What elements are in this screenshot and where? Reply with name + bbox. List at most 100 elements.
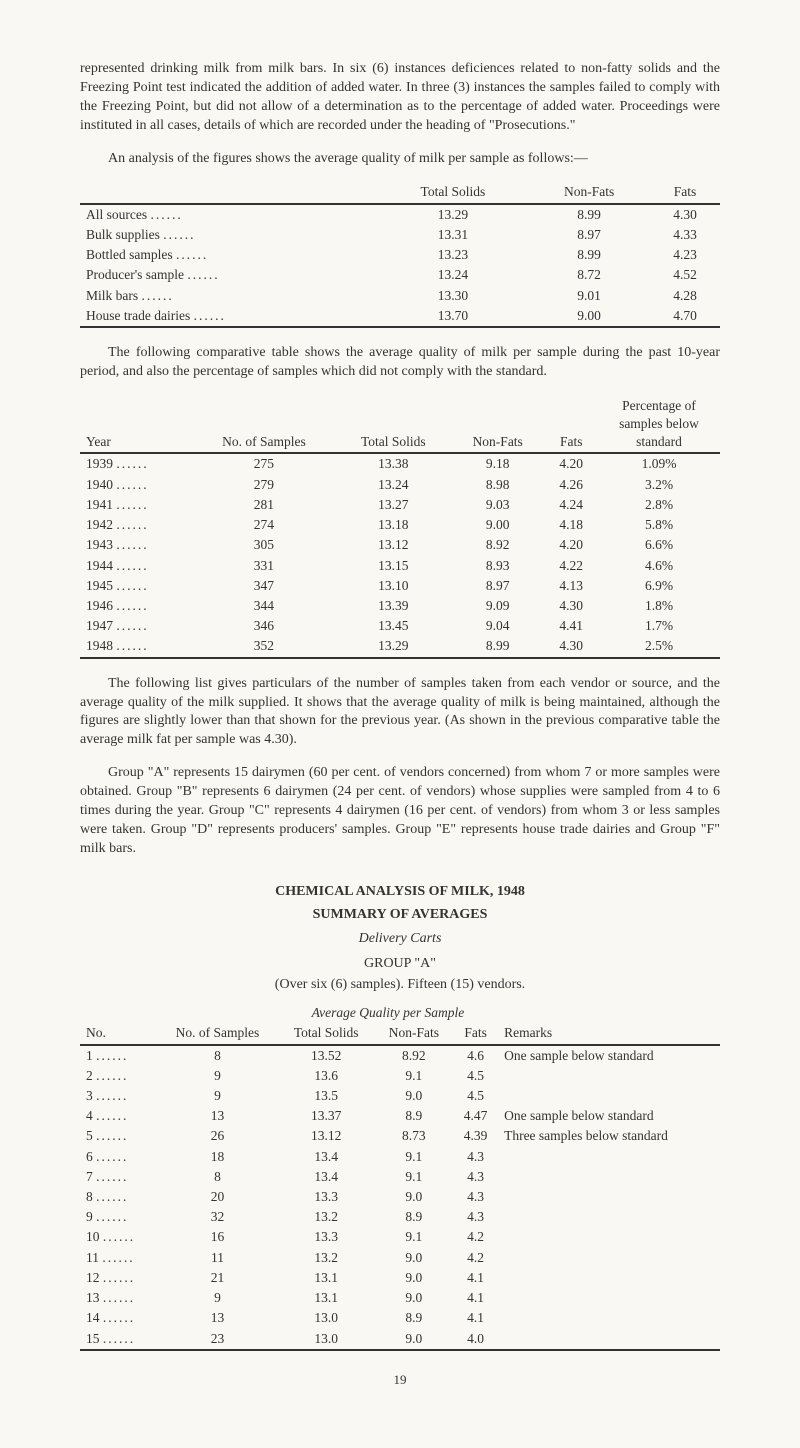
remarks-cell: [498, 1167, 720, 1187]
table-row: 1947 ......34613.459.044.411.7%: [80, 616, 720, 636]
cell: 279: [192, 475, 336, 495]
cell: 4.6%: [598, 556, 720, 576]
cell: 9.0: [375, 1248, 454, 1268]
cell: 13.1: [278, 1288, 375, 1308]
cell: 346: [192, 616, 336, 636]
remarks-cell: [498, 1308, 720, 1328]
cell: 331: [192, 556, 336, 576]
col-header: Fats: [544, 396, 598, 454]
cell: 4.52: [650, 265, 720, 285]
cell: 13.37: [278, 1106, 375, 1126]
cell: 13.27: [336, 495, 451, 515]
no-cell: 8 ......: [80, 1187, 157, 1207]
cell: 13.30: [378, 286, 528, 306]
year-cell: 1948 ......: [80, 636, 192, 657]
cell: 9.1: [375, 1227, 454, 1247]
col-header: No. of Samples: [157, 1023, 278, 1044]
cell: 3.2%: [598, 475, 720, 495]
cell: 6.6%: [598, 535, 720, 555]
cell: 9.0: [375, 1329, 454, 1350]
table-row: 1942 ......27413.189.004.185.8%: [80, 515, 720, 535]
cell: 9: [157, 1288, 278, 1308]
cell: 9: [157, 1086, 278, 1106]
table-row: 14 ......1313.08.94.1: [80, 1308, 720, 1328]
table-row: 4 ......1313.378.94.47One sample below s…: [80, 1106, 720, 1126]
cell: 4.47: [453, 1106, 498, 1126]
cell: 4.3: [453, 1147, 498, 1167]
cell: 8: [157, 1045, 278, 1066]
cell: 6.9%: [598, 576, 720, 596]
table-row: 1944 ......33113.158.934.224.6%: [80, 556, 720, 576]
cell: 8.9: [375, 1308, 454, 1328]
no-cell: 12 ......: [80, 1268, 157, 1288]
col-header: Non-Fats: [528, 182, 650, 203]
cell: 13.0: [278, 1308, 375, 1328]
cell: 4.3: [453, 1187, 498, 1207]
cell: 4.1: [453, 1288, 498, 1308]
cell: 13.5: [278, 1086, 375, 1106]
cell: 13.38: [336, 453, 451, 474]
row-label: Milk bars ......: [80, 286, 378, 306]
table-row: Bottled samples ......13.238.994.23: [80, 245, 720, 265]
cell: 274: [192, 515, 336, 535]
cell: 13.23: [378, 245, 528, 265]
cell: 2.5%: [598, 636, 720, 657]
cell: 9: [157, 1066, 278, 1086]
row-label: Bulk supplies ......: [80, 225, 378, 245]
cell: 8.72: [528, 265, 650, 285]
remarks-cell: [498, 1227, 720, 1247]
remarks-cell: [498, 1147, 720, 1167]
no-cell: 1 ......: [80, 1045, 157, 1066]
cell: 13.24: [336, 475, 451, 495]
cell: 5.8%: [598, 515, 720, 535]
col-header: Total Solids: [278, 1023, 375, 1044]
no-cell: 5 ......: [80, 1126, 157, 1146]
col-header: Fats: [650, 182, 720, 203]
cell: 13.29: [378, 204, 528, 225]
year-cell: 1945 ......: [80, 576, 192, 596]
cell: 4.3: [453, 1207, 498, 1227]
cell: 352: [192, 636, 336, 657]
cell: 9.01: [528, 286, 650, 306]
cell: 13: [157, 1106, 278, 1126]
cell: 4.30: [650, 204, 720, 225]
page-number: 19: [80, 1371, 720, 1389]
remarks-cell: One sample below standard: [498, 1106, 720, 1126]
cell: 1.8%: [598, 596, 720, 616]
cell: 9.09: [451, 596, 545, 616]
cell: 13.3: [278, 1187, 375, 1207]
no-cell: 6 ......: [80, 1147, 157, 1167]
year-cell: 1944 ......: [80, 556, 192, 576]
no-cell: 2 ......: [80, 1066, 157, 1086]
col-header: Non-Fats: [451, 396, 545, 454]
cell: 4.18: [544, 515, 598, 535]
cell: 9.0: [375, 1086, 454, 1106]
cell: 8.99: [528, 245, 650, 265]
remarks-cell: One sample below standard: [498, 1045, 720, 1066]
cell: 4.39: [453, 1126, 498, 1146]
table-row: 1945 ......34713.108.974.136.9%: [80, 576, 720, 596]
no-cell: 13 ......: [80, 1288, 157, 1308]
cell: 4.23: [650, 245, 720, 265]
cell: 275: [192, 453, 336, 474]
cell: 13.0: [278, 1329, 375, 1350]
table-row: 8 ......2013.39.04.3: [80, 1187, 720, 1207]
cell: 9.03: [451, 495, 545, 515]
cell: 4.20: [544, 535, 598, 555]
cell: 8.98: [451, 475, 545, 495]
cell: 8.97: [451, 576, 545, 596]
row-label: All sources ......: [80, 204, 378, 225]
cell: 23: [157, 1329, 278, 1350]
remarks-cell: [498, 1066, 720, 1086]
remarks-cell: [498, 1329, 720, 1350]
remarks-cell: [498, 1288, 720, 1308]
cell: 9.1: [375, 1147, 454, 1167]
col-header: Non-Fats: [375, 1023, 454, 1044]
col-header: No. of Samples: [192, 396, 336, 454]
col-header: Total Solids: [378, 182, 528, 203]
cell: 4.41: [544, 616, 598, 636]
cell: 1.7%: [598, 616, 720, 636]
cell: 4.33: [650, 225, 720, 245]
cell: 8.73: [375, 1126, 454, 1146]
table-row: Milk bars ......13.309.014.28: [80, 286, 720, 306]
